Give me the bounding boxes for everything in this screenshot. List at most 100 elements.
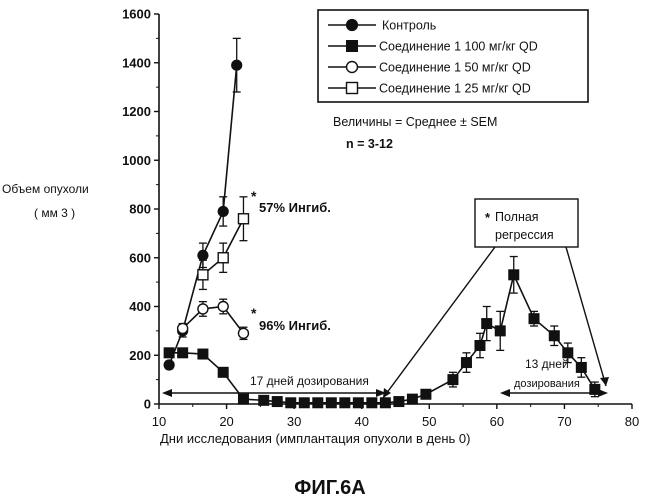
series-2-line (182, 305, 245, 334)
series-1-point-16 (406, 393, 418, 405)
y-axis-unit: ( мм 3 ) (34, 206, 75, 220)
x-tick-label-60: 60 (490, 414, 504, 429)
series-layer (163, 37, 601, 409)
dosing-17-arrow: 17 дней дозирования (162, 374, 386, 397)
series-1-point-5 (258, 394, 270, 406)
series-3-point-2 (237, 213, 250, 225)
series-1-point-23 (508, 269, 520, 281)
dosing-13-arrowhead-right (598, 389, 608, 397)
stats-note: Величины = Среднее ± SEM (333, 115, 497, 129)
legend-marker-0 (345, 18, 359, 32)
legend-label-2: Соединение 1 50 мг/кг QD (379, 61, 531, 75)
x-tick-label-50: 50 (422, 414, 436, 429)
dosing-13-number: 13 дней (525, 357, 569, 371)
series-1-point-13 (366, 397, 378, 409)
regression-asterisk: * (485, 210, 491, 225)
figure-label: ФИГ.6А (294, 477, 365, 499)
y-tick-label-0: 0 (144, 397, 151, 412)
dosing-17-arrowhead-right (376, 389, 386, 397)
x-tick-label-70: 70 (557, 414, 571, 429)
regression-callout: * Полная регрессия (382, 198, 609, 399)
series-2-point-2 (217, 300, 229, 313)
y-tick-label-1000: 1000 (122, 153, 151, 168)
series-1-point-20 (474, 340, 486, 351)
series-3-point-1 (217, 252, 229, 264)
series-1-point-15 (393, 396, 405, 408)
series-1-point-4 (237, 393, 249, 405)
dosing-17-arrowhead-left (162, 389, 172, 397)
regression-pointer-right (565, 246, 607, 387)
series-1-point-6 (271, 396, 283, 408)
series-1-point-17 (420, 388, 432, 400)
y-axis-label: Объем опухоли (2, 182, 89, 196)
series-1-point-26 (562, 347, 574, 359)
inhibition-96-label: 96% Ингиб. (259, 318, 331, 333)
x-tick-label-30: 30 (287, 414, 301, 429)
legend-label-1: Соединение 1 100 мг/кг QD (379, 40, 538, 54)
y-tick-label-1200: 1200 (122, 104, 151, 119)
asterisk-57: * (251, 188, 257, 204)
series-1-point-28 (589, 383, 601, 395)
legend-marker-2 (345, 60, 359, 74)
series-1-point-7 (285, 397, 297, 409)
axis-ticks: 10 20 30 40 50 60 70 80020040060080010001200140… (122, 7, 639, 430)
legend: Контроль Соединение 1 100 мг/кг QD Соедине… (317, 9, 589, 103)
inhibition-57-label: 57% Ингиб. (259, 200, 331, 215)
series-0-point-0 (163, 359, 175, 371)
series-1-point-24 (528, 313, 540, 325)
legend-marker-1 (346, 40, 358, 52)
dosing-13-text: дозирования (514, 378, 580, 390)
dosing-17-label: 17 дней дозирования (250, 374, 369, 388)
n-note: n = 3-12 (346, 137, 393, 151)
series-1-point-12 (352, 397, 364, 409)
series-0-point-3 (217, 205, 229, 218)
series-1-point-11 (339, 397, 351, 409)
series-0-point-2 (197, 249, 209, 261)
series-1-point-22 (494, 325, 506, 337)
regression-arrowhead-left (383, 388, 391, 398)
legend-marker-3 (345, 81, 359, 95)
y-tick-label-600: 600 (129, 250, 151, 265)
x-axis-label: Дни исследования (имплантация опухоли в … (160, 431, 471, 446)
series-1-point-0 (163, 347, 175, 359)
series-0-point-4 (231, 59, 243, 71)
y-tick-label-1600: 1600 (122, 7, 151, 22)
series-3 (197, 196, 250, 291)
series-2-point-1 (197, 303, 209, 315)
series-1-point-21 (481, 318, 493, 330)
series-1-point-10 (325, 397, 337, 409)
x-tick-label-80: 80 (625, 414, 639, 429)
series-0 (163, 37, 243, 371)
dosing-13-arrow: 13 дней дозирования (500, 357, 608, 397)
x-tick-label-10: 10 (152, 414, 166, 429)
legend-label-3: Соединение 1 25 мг/кг QD (379, 82, 531, 96)
series-1-point-8 (298, 397, 310, 409)
x-tick-label-40: 40 (354, 414, 368, 429)
series-1-point-14 (379, 397, 391, 409)
y-tick-label-400: 400 (129, 299, 151, 314)
y-tick-label-200: 200 (129, 348, 151, 363)
series-2-point-0 (176, 322, 189, 335)
series-2 (176, 298, 250, 341)
x-tick-label-20: 20 (219, 414, 233, 429)
series-1-point-27 (575, 361, 587, 373)
series-2-point-3 (237, 327, 250, 340)
series-1-point-19 (460, 357, 472, 369)
regression-box (474, 198, 579, 248)
series-1-point-2 (197, 348, 209, 360)
legend-label-0: Контроль (382, 19, 436, 33)
dosing-13-arrowhead-left (500, 389, 510, 397)
regression-arrowhead-right (600, 377, 609, 386)
regression-label-line1: Полная (495, 210, 539, 224)
regression-pointer-left (382, 246, 496, 399)
series-1-point-1 (177, 347, 189, 359)
asterisk-96: * (251, 305, 257, 321)
y-tick-label-1400: 1400 (122, 55, 151, 70)
series-1-point-18 (447, 374, 459, 386)
series-1-point-25 (548, 330, 560, 342)
y-tick-label-800: 800 (129, 202, 151, 217)
regression-label-line2: регрессия (495, 228, 554, 242)
series-1 (163, 255, 601, 409)
series-1-point-9 (312, 397, 324, 409)
